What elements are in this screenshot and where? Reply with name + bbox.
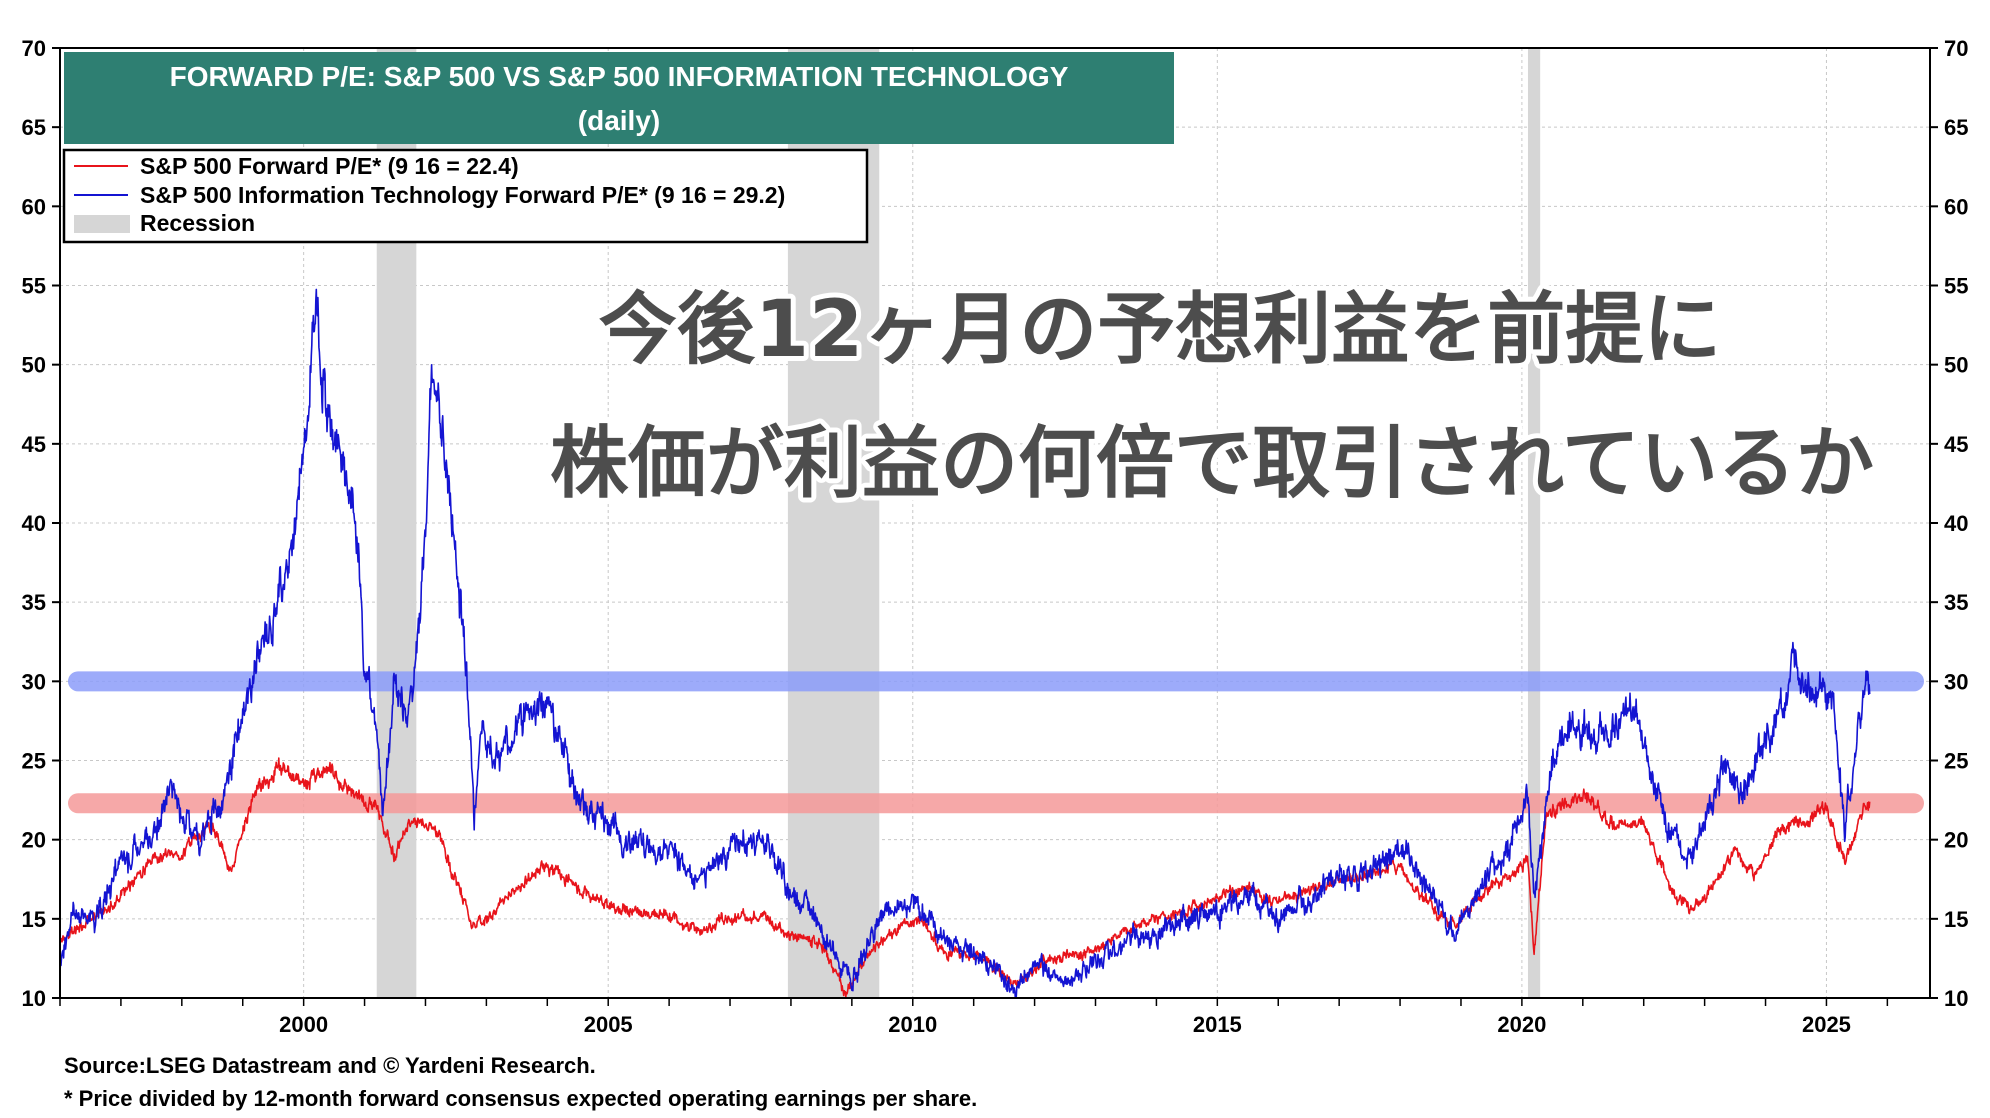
y-tick-label-right: 40 — [1944, 511, 1968, 536]
recession-band — [1527, 48, 1541, 998]
annotation-line-2: 株価が利益の何倍で取引されているか — [550, 419, 1874, 509]
y-tick-label-left: 50 — [22, 353, 46, 378]
y-tick-label-left: 30 — [22, 669, 46, 694]
x-tick-label: 2000 — [279, 1012, 328, 1037]
y-tick-label-right: 45 — [1944, 432, 1968, 457]
y-tick-label-left: 45 — [22, 432, 46, 457]
y-tick-label-right: 35 — [1944, 590, 1968, 615]
chart-title: FORWARD P/E: S&P 500 VS S&P 500 INFORMAT… — [170, 61, 1069, 92]
y-tick-label-right: 10 — [1944, 986, 1968, 1011]
x-tick-label: 2010 — [888, 1012, 937, 1037]
y-tick-label-right: 50 — [1944, 353, 1968, 378]
x-tick-label: 2025 — [1802, 1012, 1851, 1037]
y-tick-label-right: 15 — [1944, 907, 1968, 932]
y-tick-label-left: 20 — [22, 828, 46, 853]
chart-subtitle: (daily) — [578, 105, 660, 136]
y-tick-label-right: 25 — [1944, 749, 1968, 774]
y-tick-label-left: 55 — [22, 274, 46, 299]
y-axis-left: 10 15 20 25 30 35 40 45 50 55 60 65 70 — [22, 36, 60, 1011]
series-lines — [59, 288, 1871, 999]
y-tick-label-right: 55 — [1944, 274, 1968, 299]
chart-title-box: FORWARD P/E: S&P 500 VS S&P 500 INFORMAT… — [64, 52, 1174, 144]
reference-lines — [68, 671, 1924, 814]
y-tick-label-right: 20 — [1944, 828, 1968, 853]
series-line-it — [59, 288, 1871, 999]
y-axis-right: 10 15 20 25 30 35 40 45 50 55 60 65 70 — [1930, 36, 1968, 1011]
y-tick-label-right: 70 — [1944, 36, 1968, 61]
title-background — [64, 52, 1174, 144]
footnote-note: * Price divided by 12-month forward cons… — [64, 1086, 977, 1111]
y-tick-label-left: 35 — [22, 590, 46, 615]
y-tick-label-left: 65 — [22, 115, 46, 140]
series-line-sp500 — [59, 757, 1871, 998]
y-tick-label-left: 10 — [22, 986, 46, 1011]
y-tick-label-right: 65 — [1944, 115, 1968, 140]
y-tick-label-left: 60 — [22, 194, 46, 219]
legend-label-it: S&P 500 Information Technology Forward P… — [140, 182, 785, 208]
y-tick-label-right: 60 — [1944, 194, 1968, 219]
legend-swatch-recession — [74, 215, 130, 233]
legend-box — [62, 148, 869, 244]
legend-label-recession: Recession — [140, 210, 255, 236]
y-tick-label-left: 25 — [22, 749, 46, 774]
annotation-line-1: 今後12ヶ月の予想利益を前提に — [599, 285, 1722, 375]
y-tick-label-left: 15 — [22, 907, 46, 932]
x-tick-label: 2005 — [584, 1012, 633, 1037]
footnote-source: Source:LSEG Datastream and © Yardeni Res… — [64, 1053, 596, 1078]
y-tick-label-right: 30 — [1944, 669, 1968, 694]
x-axis: 2000 2005 2010 2015 2020 2025 — [59, 998, 1889, 1037]
x-tick-label: 2015 — [1193, 1012, 1242, 1037]
legend-label-sp500: S&P 500 Forward P/E* (9 16 = 22.4) — [140, 153, 519, 179]
y-tick-label-left: 70 — [22, 36, 46, 61]
legend: S&P 500 Forward P/E* (9 16 = 22.4) S&P 5… — [62, 148, 869, 244]
y-tick-label-left: 40 — [22, 511, 46, 536]
x-tick-label: 2020 — [1497, 1012, 1546, 1037]
